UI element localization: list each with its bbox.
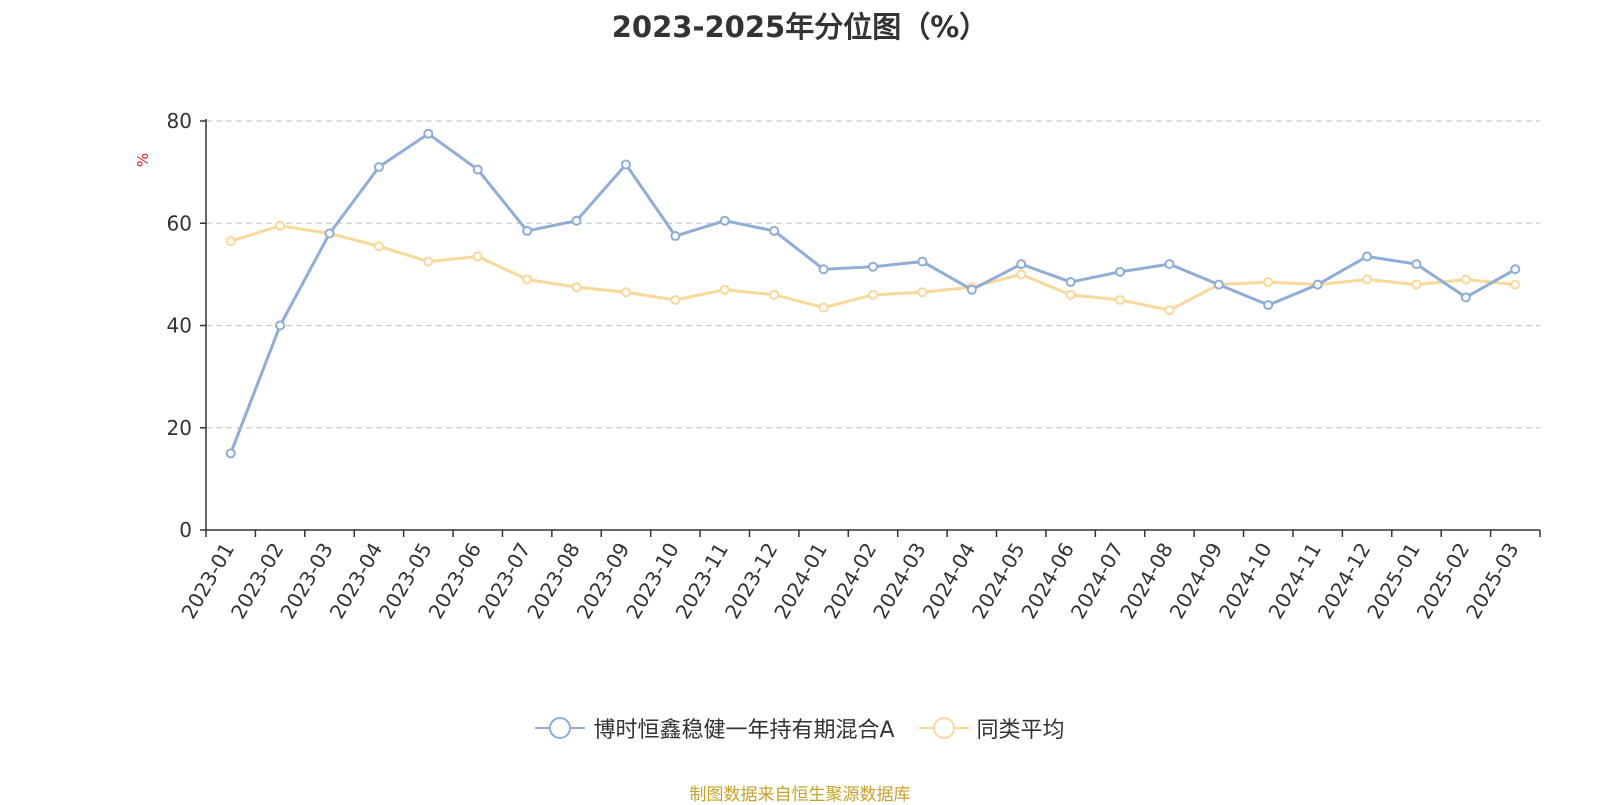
y-tick-label: 0 bbox=[179, 518, 192, 542]
data-point bbox=[1411, 279, 1422, 290]
data-point bbox=[1510, 279, 1521, 290]
data-point bbox=[373, 241, 384, 252]
data-point bbox=[1016, 259, 1027, 270]
y-tick-label: 60 bbox=[167, 211, 192, 235]
data-point bbox=[373, 162, 384, 173]
legend-label-fund: 博时恒鑫稳健一年持有期混合A bbox=[593, 718, 895, 743]
y-tick-label: 40 bbox=[167, 314, 192, 338]
data-point bbox=[522, 225, 533, 236]
data-point bbox=[1312, 279, 1323, 290]
data-point bbox=[917, 256, 928, 267]
data-point bbox=[522, 274, 533, 285]
grid-lines bbox=[206, 120, 1540, 429]
data-point bbox=[818, 302, 829, 313]
data-point bbox=[769, 289, 780, 300]
data-point bbox=[472, 164, 483, 175]
data-point bbox=[620, 287, 631, 298]
legend-line-marker-icon bbox=[535, 717, 586, 739]
data-point bbox=[1362, 251, 1373, 262]
data-point bbox=[1065, 277, 1076, 288]
data-point bbox=[769, 225, 780, 236]
legend-label-average: 同类平均 bbox=[976, 718, 1065, 743]
data-point bbox=[1115, 266, 1126, 277]
legend-item-average[interactable]: 同类平均 bbox=[918, 712, 1065, 744]
data-point bbox=[1016, 269, 1027, 280]
data-point bbox=[1065, 289, 1076, 300]
data-point bbox=[1263, 277, 1274, 288]
legend-item-fund[interactable]: 博时恒鑫稳健一年持有期混合A bbox=[535, 712, 895, 744]
axes: 0204060802023-012023-022023-032023-04202… bbox=[167, 109, 1541, 623]
data-point bbox=[225, 236, 236, 247]
data-point bbox=[868, 289, 878, 300]
data-point bbox=[1460, 292, 1471, 303]
data-point bbox=[670, 294, 681, 305]
data-point bbox=[917, 287, 928, 298]
data-point bbox=[324, 228, 335, 239]
y-tick-label: 20 bbox=[167, 416, 192, 440]
data-point bbox=[719, 215, 730, 226]
series bbox=[225, 128, 1521, 459]
data-point bbox=[818, 264, 829, 275]
data-point bbox=[719, 284, 730, 295]
data-point bbox=[670, 231, 681, 242]
legend: 博时恒鑫稳健一年持有期混合A 同类平均 bbox=[0, 712, 1600, 744]
source-note: 制图数据来自恒生聚源数据库 bbox=[689, 785, 911, 805]
data-point bbox=[966, 284, 977, 295]
data-point bbox=[1115, 294, 1126, 305]
data-point bbox=[1460, 274, 1471, 285]
line-chart: 0204060802023-012023-022023-032023-04202… bbox=[134, 109, 1541, 623]
data-point bbox=[423, 128, 434, 139]
data-point bbox=[1164, 305, 1175, 316]
data-point bbox=[1510, 264, 1521, 275]
legend-line-marker-icon bbox=[918, 717, 969, 739]
data-point bbox=[423, 256, 434, 267]
data-point bbox=[571, 282, 582, 293]
chart-title: 2023-2025年分位图（%） bbox=[611, 10, 989, 44]
data-point bbox=[1362, 274, 1373, 285]
data-point bbox=[571, 215, 582, 226]
y-tick-label: 80 bbox=[167, 109, 192, 133]
data-point bbox=[1213, 279, 1224, 290]
data-point bbox=[1263, 300, 1274, 311]
data-point bbox=[275, 320, 286, 331]
data-point bbox=[225, 448, 236, 459]
data-point bbox=[472, 251, 483, 262]
data-point bbox=[1164, 259, 1175, 270]
y-axis-label: % bbox=[134, 153, 152, 167]
data-point bbox=[868, 261, 878, 272]
series-0 bbox=[225, 128, 1521, 459]
data-point bbox=[1411, 259, 1422, 270]
series-1 bbox=[225, 220, 1521, 316]
data-point bbox=[275, 220, 286, 231]
data-point bbox=[620, 159, 631, 170]
